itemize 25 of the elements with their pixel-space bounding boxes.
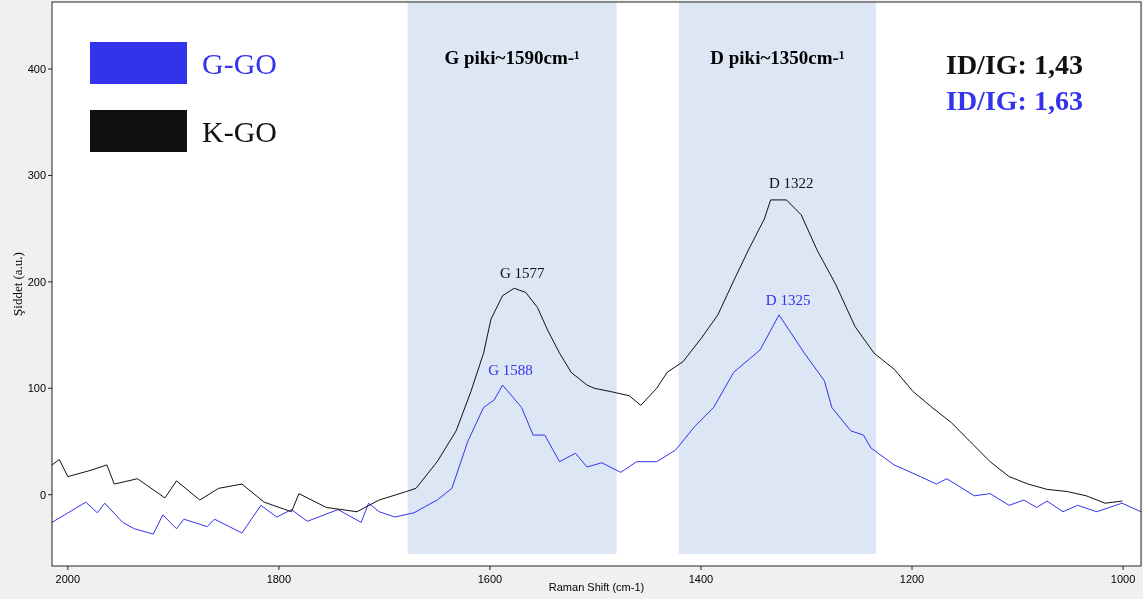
annotation: D 1322 bbox=[768, 174, 814, 191]
annotation: D 1325 bbox=[765, 291, 811, 308]
y-axis-title: Şiddet (a.u.) bbox=[10, 252, 25, 316]
legend-label: G-GO bbox=[202, 47, 277, 80]
annotation: G 1588 bbox=[488, 362, 533, 379]
y-tick-label: 200 bbox=[27, 275, 46, 288]
annotation: ID/IG: 1,43 bbox=[946, 49, 1083, 80]
x-tick-label: 1000 bbox=[1110, 573, 1136, 585]
legend-label: K-GO bbox=[202, 115, 277, 148]
x-axis-title: Raman Shift (cm-1) bbox=[548, 581, 645, 593]
x-tick-label: 1600 bbox=[477, 573, 503, 585]
x-tick-label: 1400 bbox=[688, 573, 714, 585]
x-tick-label: 1800 bbox=[266, 573, 292, 585]
line-series bbox=[51, 314, 1142, 535]
line-series bbox=[51, 199, 1123, 513]
y-tick-label: 100 bbox=[27, 382, 46, 395]
x-tick-label: 1200 bbox=[899, 573, 925, 585]
annotation: G 1577 bbox=[499, 265, 545, 282]
band-label: D piki~1350cm-¹ bbox=[710, 47, 845, 68]
y-tick-label: 0 bbox=[39, 488, 46, 501]
annotation: ID/IG: 1,63 bbox=[946, 85, 1083, 116]
y-tick-label: 300 bbox=[27, 169, 46, 182]
y-tick-label: 400 bbox=[27, 63, 46, 76]
band-label: G piki~1590cm-¹ bbox=[444, 47, 580, 68]
x-tick-label: 2000 bbox=[55, 573, 81, 585]
